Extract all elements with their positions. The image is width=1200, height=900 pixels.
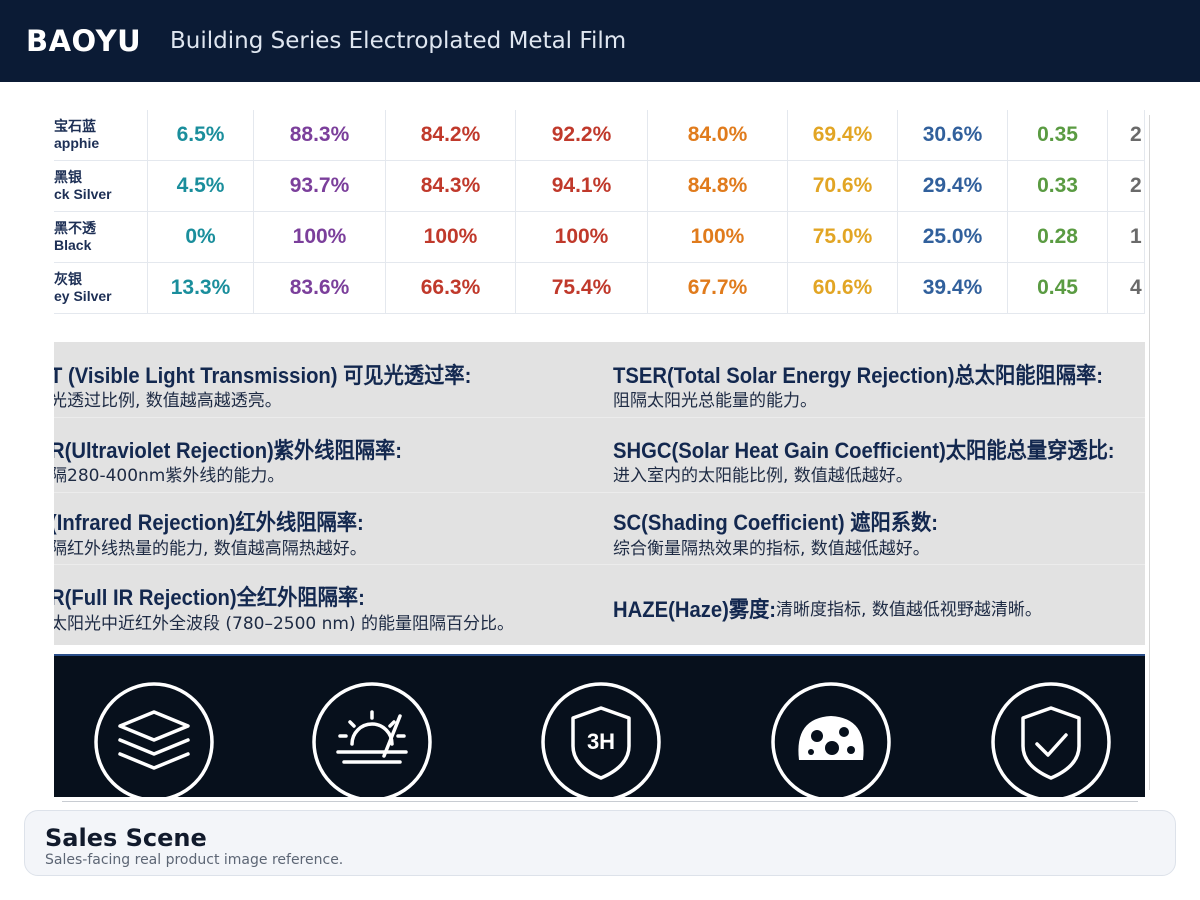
row-label: 黑不透 Black bbox=[54, 212, 148, 263]
row-separator bbox=[54, 564, 1145, 565]
row-label: 宝石蓝 apphie bbox=[54, 110, 148, 161]
card-title: Sales Scene bbox=[45, 824, 207, 852]
table-cell: 29.4% bbox=[898, 161, 1008, 212]
icon-circle bbox=[991, 682, 1111, 797]
table-cell: 100% bbox=[516, 212, 648, 263]
table-cell: 100% bbox=[648, 212, 788, 263]
definition-heading: T (Visible Light Transmission) 可见光透过率: bbox=[54, 363, 472, 388]
header: BAOYU Building Series Electroplated Meta… bbox=[0, 0, 1200, 82]
row-label-line: ey Silver bbox=[54, 288, 112, 304]
table-cell: 4 bbox=[1108, 263, 1145, 314]
table-cell: 75.0% bbox=[788, 212, 898, 263]
definition-heading: TSER(Total Solar Energy Rejection)总太阳能阻隔… bbox=[613, 363, 1103, 388]
row-label-line: Black bbox=[54, 237, 92, 253]
table-cell: 60.6% bbox=[788, 263, 898, 314]
header-title: Building Series Electroplated Metal Film bbox=[170, 28, 627, 54]
table-cell: 0% bbox=[148, 212, 254, 263]
table-cell: 69.4% bbox=[788, 110, 898, 161]
image-edge bbox=[1149, 115, 1150, 790]
definition-text: 阻隔太阳光总能量的能力。 bbox=[613, 391, 817, 411]
table-cell: 93.7% bbox=[254, 161, 386, 212]
definition-heading: R(Full IR Rejection)全红外阻隔率: bbox=[54, 585, 365, 610]
brand: BAOYU bbox=[26, 24, 142, 58]
table-cell: 4.5% bbox=[148, 161, 254, 212]
table-cell: 0.33 bbox=[1008, 161, 1108, 212]
table-cell: 84.8% bbox=[648, 161, 788, 212]
definition-text: 隔280-400nm紫外线的能力。 bbox=[54, 466, 285, 486]
definition-text: 清晰度指标, 数值越低视野越清晰。 bbox=[776, 600, 1042, 620]
definition-text: 光透过比例, 数值越高越透亮。 bbox=[54, 391, 282, 411]
sun-icon bbox=[336, 710, 408, 764]
table-cell: 70.6% bbox=[788, 161, 898, 212]
definition-text: 进入室内的太阳能比例, 数值越低越好。 bbox=[613, 466, 913, 486]
card-subtitle: Sales-facing real product image referenc… bbox=[45, 852, 344, 868]
definition-heading: (Infrared Rejection)红外线阻隔率: bbox=[54, 510, 364, 535]
caption-card: Sales Scene Sales-facing real product im… bbox=[24, 810, 1176, 876]
table-cell: 25.0% bbox=[898, 212, 1008, 263]
icons: 3H bbox=[94, 682, 1111, 797]
definition-heading: SHGC(Solar Heat Gain Coefficient)太阳能总量穿透… bbox=[613, 438, 1115, 463]
row-label: 灰银 ey Silver bbox=[54, 263, 148, 314]
row-label-line: 黑银 bbox=[54, 169, 82, 185]
definition-heading: HAZE(Haze)雾度: bbox=[613, 597, 777, 622]
definition-text: 综合衡量隔热效果的指标, 数值越低越好。 bbox=[613, 539, 930, 559]
row-separator bbox=[54, 492, 1145, 493]
row-label-line: 黑不透 bbox=[54, 220, 96, 236]
table-cell: 0.45 bbox=[1008, 263, 1108, 314]
definition-text: 隔红外线热量的能力, 数值越高隔热越好。 bbox=[54, 539, 367, 559]
definition-text: 太阳光中近红外全波段 (780–2500 nm) 的能量阻隔百分比。 bbox=[54, 614, 515, 634]
table-cell: 66.3% bbox=[386, 263, 516, 314]
icon-circle bbox=[94, 682, 214, 797]
table-cell: 2 bbox=[1108, 161, 1145, 212]
table-cell: 88.3% bbox=[254, 110, 386, 161]
table-cell: 6.5% bbox=[148, 110, 254, 161]
table-cell: 0.35 bbox=[1008, 110, 1108, 161]
sun-icon-ray bbox=[382, 714, 402, 758]
definitions-panel: T (Visible Light Transmission) 可见光透过率: 光透… bbox=[54, 342, 1145, 645]
icon-circle bbox=[312, 682, 432, 797]
table-cell: 1 bbox=[1108, 212, 1145, 263]
layers-icon bbox=[118, 710, 190, 770]
table-cell: 84.2% bbox=[386, 110, 516, 161]
table-cell: 67.7% bbox=[648, 263, 788, 314]
table-cell: 92.2% bbox=[516, 110, 648, 161]
table-cell: 30.6% bbox=[898, 110, 1008, 161]
product-image: T (Visible Light Transmission) 可见光透过率: 光透… bbox=[54, 108, 1145, 797]
table-cell: 13.3% bbox=[148, 263, 254, 314]
divider bbox=[62, 801, 1138, 802]
icon-circle bbox=[771, 682, 891, 797]
icon-band: 3H bbox=[54, 654, 1145, 797]
check-shield-icon bbox=[1021, 706, 1081, 780]
table-cell: 94.1% bbox=[516, 161, 648, 212]
definition-heading: SC(Shading Coefficient) 遮阳系数: bbox=[613, 510, 938, 535]
table-cell: 100% bbox=[254, 212, 386, 263]
table-cell: 75.4% bbox=[516, 263, 648, 314]
plate-dots bbox=[808, 727, 855, 755]
row-label-line: apphie bbox=[54, 135, 100, 151]
table-cell: 0.28 bbox=[1008, 212, 1108, 263]
icon-circle bbox=[541, 682, 661, 797]
table-cell: 100% bbox=[386, 212, 516, 263]
shield-icon bbox=[571, 706, 631, 780]
row-separator bbox=[54, 417, 1145, 418]
table-cell: 2 bbox=[1108, 110, 1145, 161]
row-label-line: ck Silver bbox=[54, 186, 112, 202]
table-cell: 84.3% bbox=[386, 161, 516, 212]
definition-heading: R(Ultraviolet Rejection)紫外线阻隔率: bbox=[54, 438, 402, 463]
row-label-line: 灰银 bbox=[54, 271, 82, 287]
table-cell: 39.4% bbox=[898, 263, 1008, 314]
icon-label: 3H bbox=[587, 729, 615, 754]
row-label: 黑银 ck Silver bbox=[54, 161, 148, 212]
table-cell: 84.0% bbox=[648, 110, 788, 161]
row-label-line: 宝石蓝 bbox=[54, 118, 96, 134]
table-cell: 83.6% bbox=[254, 263, 386, 314]
